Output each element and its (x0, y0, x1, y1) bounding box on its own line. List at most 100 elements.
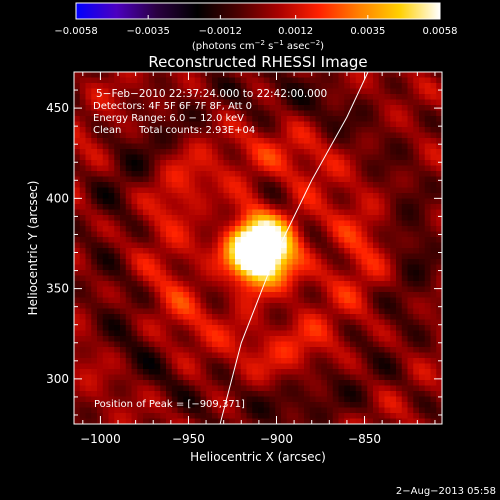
heatmap-cell (79, 275, 87, 282)
heatmap-cell (401, 160, 409, 167)
heatmap-cell (125, 231, 133, 238)
heatmap-cell (344, 407, 351, 414)
heatmap-cell (97, 237, 104, 244)
heatmap-cell (413, 83, 420, 90)
heatmap-cell (154, 94, 161, 101)
heatmap-cell (413, 253, 420, 260)
heatmap-cell (275, 341, 282, 348)
heatmap-cell (194, 138, 202, 145)
heatmap-cell (91, 341, 98, 348)
heatmap-cell (154, 253, 161, 260)
heatmap-cell (131, 336, 138, 343)
heatmap-cell (108, 330, 115, 337)
heatmap-cell (338, 94, 345, 101)
heatmap-cell (240, 264, 248, 271)
heatmap-cell (338, 105, 345, 112)
heatmap-cell (263, 160, 271, 167)
heatmap-cell (125, 264, 133, 271)
heatmap-cell (263, 292, 271, 299)
heatmap-cell (154, 226, 161, 233)
heatmap-cell (177, 176, 184, 183)
heatmap-cell (223, 242, 230, 249)
heatmap-cell (125, 275, 133, 282)
heatmap-cell (79, 308, 87, 315)
heatmap-cell (436, 281, 442, 288)
heatmap-cell (396, 132, 403, 139)
heatmap-cell (200, 407, 207, 414)
heatmap-cell (212, 292, 219, 299)
heatmap-cell (321, 358, 328, 365)
y-tick-label: 300 (46, 372, 69, 386)
heatmap-cell (154, 286, 161, 293)
colorbar-tick-label: 0.0058 (423, 26, 458, 37)
heatmap-cell (269, 413, 276, 420)
heatmap-cell (183, 292, 190, 299)
heatmap-cell (131, 347, 138, 354)
heatmap-cell (200, 94, 207, 101)
heatmap-cell (275, 286, 282, 293)
heatmap-cell (338, 380, 345, 387)
heatmap-cell (373, 182, 380, 189)
heatmap-cell (240, 330, 248, 337)
heatmap-cell (407, 253, 414, 260)
heatmap-cell (430, 83, 437, 90)
heatmap-cell (189, 358, 196, 365)
heatmap-cell (361, 160, 368, 167)
heatmap-cell (367, 182, 374, 189)
heatmap-cell (194, 77, 202, 84)
heatmap-cell (281, 259, 288, 266)
heatmap-cell (292, 143, 299, 150)
heatmap-cell (401, 259, 409, 266)
heatmap-cell (413, 325, 420, 332)
heatmap-cell (183, 143, 190, 150)
heatmap-cell (200, 204, 207, 211)
heatmap-cell (424, 396, 432, 403)
heatmap-cell (217, 99, 225, 106)
heatmap-cell (194, 253, 202, 260)
heatmap-cell (194, 127, 202, 134)
heatmap-cell (246, 330, 253, 337)
heatmap-cell (286, 325, 294, 332)
heatmap-cell (85, 88, 92, 95)
heatmap-cell (235, 99, 242, 106)
heatmap-cell (263, 77, 271, 84)
heatmap-cell (390, 116, 397, 123)
heatmap-cell (85, 275, 92, 282)
heatmap-cell (229, 116, 236, 123)
heatmap-cell (430, 127, 437, 134)
heatmap-cell (281, 319, 288, 326)
heatmap-cell (361, 352, 368, 359)
heatmap-cell (212, 286, 219, 293)
heatmap-cell (298, 127, 305, 134)
heatmap-cell (258, 198, 265, 205)
heatmap-cell (252, 275, 259, 282)
heatmap-cell (424, 110, 432, 117)
heatmap-cell (252, 396, 259, 403)
heatmap-cell (298, 193, 305, 200)
heatmap-cell (321, 105, 328, 112)
heatmap-cell (183, 248, 190, 255)
heatmap-cell (74, 281, 81, 288)
heatmap-cell (79, 253, 87, 260)
heatmap-cell (91, 143, 98, 150)
heatmap-cell (200, 413, 207, 420)
heatmap-cell (361, 281, 368, 288)
heatmap-cell (217, 193, 225, 200)
heatmap-cell (407, 138, 414, 145)
heatmap-cell (355, 336, 363, 343)
heatmap-cell (309, 204, 317, 211)
heatmap-cell (327, 352, 334, 359)
heatmap-cell (154, 193, 161, 200)
heatmap-cell (160, 341, 167, 348)
heatmap-cell (396, 297, 403, 304)
heatmap-cell (120, 264, 127, 271)
heatmap-cell (131, 237, 138, 244)
heatmap-cell (367, 374, 374, 381)
heatmap-cell (367, 204, 374, 211)
heatmap-cell (171, 281, 179, 288)
heatmap-cell (292, 193, 299, 200)
heatmap-cell (137, 286, 144, 293)
heatmap-cell (292, 160, 299, 167)
heatmap-cell (355, 127, 363, 134)
heatmap-cell (120, 220, 127, 227)
